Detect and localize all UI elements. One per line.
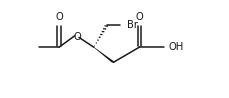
Text: O: O — [135, 12, 142, 22]
Polygon shape — [93, 47, 114, 63]
Text: OH: OH — [168, 42, 183, 52]
Text: O: O — [73, 32, 80, 42]
Text: Br: Br — [126, 20, 137, 30]
Text: O: O — [55, 12, 63, 22]
